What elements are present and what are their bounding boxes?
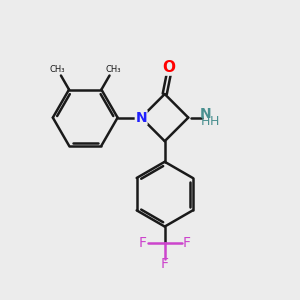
Text: N: N: [135, 111, 147, 124]
Text: F: F: [161, 257, 169, 271]
Text: CH₃: CH₃: [50, 65, 65, 74]
Text: O: O: [163, 60, 176, 75]
Text: H: H: [209, 115, 219, 128]
Text: N: N: [200, 107, 211, 121]
Text: H: H: [201, 115, 210, 128]
Text: F: F: [183, 236, 191, 250]
Text: F: F: [138, 236, 146, 250]
Text: CH₃: CH₃: [105, 65, 121, 74]
